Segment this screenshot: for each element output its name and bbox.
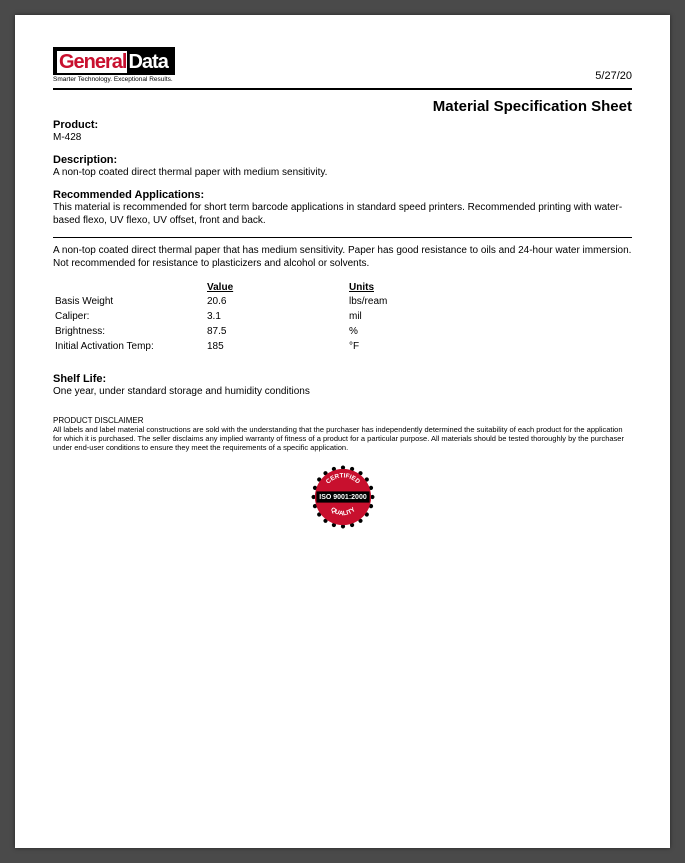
col-header-units: Units: [349, 282, 630, 293]
table-row: Brightness: 87.5 %: [55, 325, 630, 338]
table-header-row: Value Units: [55, 282, 630, 293]
prop-name: Brightness:: [55, 325, 205, 338]
product-value: M-428: [53, 131, 632, 144]
prop-units: %: [349, 325, 630, 338]
table-row: Initial Activation Temp: 185 °F: [55, 340, 630, 353]
table-row: Caliper: 3.1 mil: [55, 310, 630, 323]
prop-units: lbs/ream: [349, 295, 630, 308]
disclaimer-title: PRODUCT DISCLAIMER: [53, 416, 632, 425]
divider: [53, 237, 632, 238]
prop-units: mil: [349, 310, 630, 323]
iso-seal-icon: CERTIFIED QUALITY ISO 9001:2000: [308, 462, 378, 532]
col-header-name: [55, 282, 205, 293]
prop-value: 20.6: [207, 295, 347, 308]
applications-label: Recommended Applications:: [53, 189, 632, 201]
product-label: Product:: [53, 119, 632, 131]
table-row: Basis Weight 20.6 lbs/ream: [55, 295, 630, 308]
document-date: 5/27/20: [595, 70, 632, 84]
document-page: GeneralData Smarter Technology. Exceptio…: [15, 15, 670, 848]
shelf-value: One year, under standard storage and hum…: [53, 385, 632, 398]
document-title: Material Specification Sheet: [53, 98, 632, 115]
prop-name: Initial Activation Temp:: [55, 340, 205, 353]
shelf-label: Shelf Life:: [53, 373, 632, 385]
body-text: A non-top coated direct thermal paper th…: [53, 244, 632, 270]
logo-box: GeneralData: [53, 47, 175, 75]
prop-name: Caliper:: [55, 310, 205, 323]
logo-word-general: General: [57, 51, 127, 73]
header-row: GeneralData Smarter Technology. Exceptio…: [53, 47, 632, 90]
logo: GeneralData Smarter Technology. Exceptio…: [53, 47, 175, 84]
logo-word-data: Data: [127, 51, 170, 73]
prop-name: Basis Weight: [55, 295, 205, 308]
disclaimer-text: All labels and label material constructi…: [53, 425, 632, 452]
prop-units: °F: [349, 340, 630, 353]
logo-tagline: Smarter Technology. Exceptional Results.: [53, 77, 175, 84]
prop-value: 87.5: [207, 325, 347, 338]
description-label: Description:: [53, 154, 632, 166]
iso-seal-wrap: CERTIFIED QUALITY ISO 9001:2000: [53, 462, 632, 535]
properties-table: Value Units Basis Weight 20.6 lbs/ream C…: [53, 280, 632, 355]
applications-value: This material is recommended for short t…: [53, 201, 632, 227]
prop-value: 3.1: [207, 310, 347, 323]
prop-value: 185: [207, 340, 347, 353]
description-value: A non-top coated direct thermal paper wi…: [53, 166, 632, 179]
seal-mid-text: ISO 9001:2000: [319, 494, 367, 501]
col-header-value: Value: [207, 282, 347, 293]
